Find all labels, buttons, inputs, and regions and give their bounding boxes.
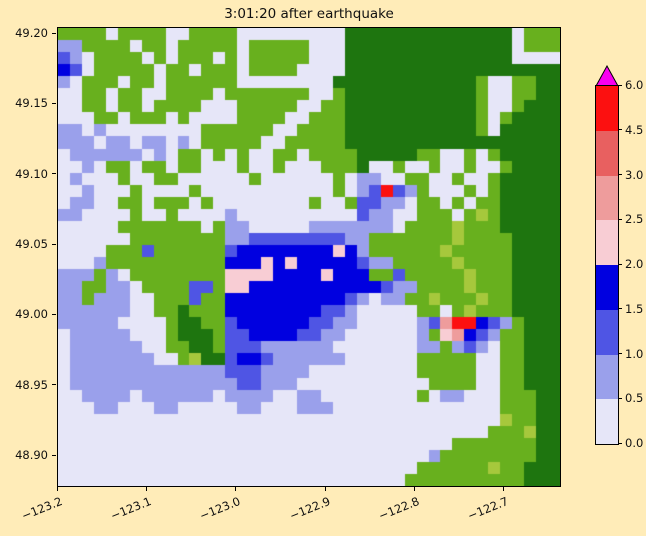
x-tick-label: −123.0 <box>197 494 243 523</box>
colorbar-tick-mark <box>618 263 622 265</box>
colorbar-over-arrow-icon <box>595 65 619 86</box>
y-tick-mark <box>52 173 56 175</box>
y-tick-label: 49.15 <box>15 96 48 111</box>
colorbar-tick-mark <box>618 353 622 354</box>
colorbar-tick-label: 1.5 <box>625 301 644 316</box>
x-tick-mark <box>324 487 326 491</box>
colorbar-tick-label: 6.0 <box>625 78 644 92</box>
colorbar-tick-label: 2.5 <box>625 212 644 227</box>
x-tick-label: −123.1 <box>108 494 154 523</box>
colorbar-segment <box>596 175 618 221</box>
colorbar-segment <box>596 130 618 176</box>
plot-title: 3:01:20 after earthquake <box>224 6 394 22</box>
plot-area <box>57 27 561 487</box>
colorbar-tick-mark <box>618 442 622 444</box>
colorbar-tick-label: 2.0 <box>625 257 644 271</box>
y-tick-label: 48.95 <box>15 377 48 392</box>
y-tick-mark <box>52 32 56 34</box>
colorbar-tick-mark <box>618 397 622 399</box>
colorbar <box>595 85 619 445</box>
x-tick-mark <box>235 487 237 491</box>
y-tick-mark <box>52 313 56 315</box>
colorbar-tick-mark <box>618 174 622 175</box>
y-tick-label: 49.05 <box>15 237 48 251</box>
y-tick-mark <box>52 454 56 456</box>
y-tick-mark <box>52 102 56 104</box>
x-tick-mark <box>413 487 415 491</box>
x-tick-label: −122.7 <box>465 494 511 523</box>
colorbar-segment <box>596 309 618 355</box>
colorbar-tick-mark <box>618 308 622 310</box>
colorbar-tick-label: 0.5 <box>625 391 644 406</box>
colorbar-segment <box>596 354 618 400</box>
x-tick-label: −122.9 <box>287 494 332 523</box>
x-tick-label: −122.8 <box>376 494 422 523</box>
colorbar-tick-mark <box>618 218 622 220</box>
colorbar-segment <box>596 265 618 310</box>
y-tick-label: 48.90 <box>15 448 48 462</box>
x-tick-label: −123.2 <box>19 494 65 523</box>
colorbar-tick-label: 3.0 <box>625 167 644 182</box>
colorbar-tick-label: 4.5 <box>625 122 644 137</box>
x-tick-mark <box>146 487 148 491</box>
colorbar-tick-mark <box>618 84 622 86</box>
y-tick-label: 49.00 <box>15 307 48 322</box>
colorbar-segment <box>596 399 618 444</box>
y-tick-label: 49.10 <box>15 166 48 181</box>
x-tick-mark <box>57 487 58 491</box>
y-tick-mark <box>52 243 56 245</box>
colorbar-segment <box>596 86 618 131</box>
colorbar-tick-label: 1.0 <box>625 346 644 361</box>
x-tick-mark <box>503 487 504 491</box>
map-canvas <box>58 28 560 486</box>
colorbar-tick-label: 0.0 <box>625 436 644 450</box>
y-tick-label: 49.20 <box>15 26 48 40</box>
colorbar-tick-mark <box>618 129 622 131</box>
colorbar-segment <box>596 220 618 265</box>
y-tick-mark <box>52 384 56 386</box>
